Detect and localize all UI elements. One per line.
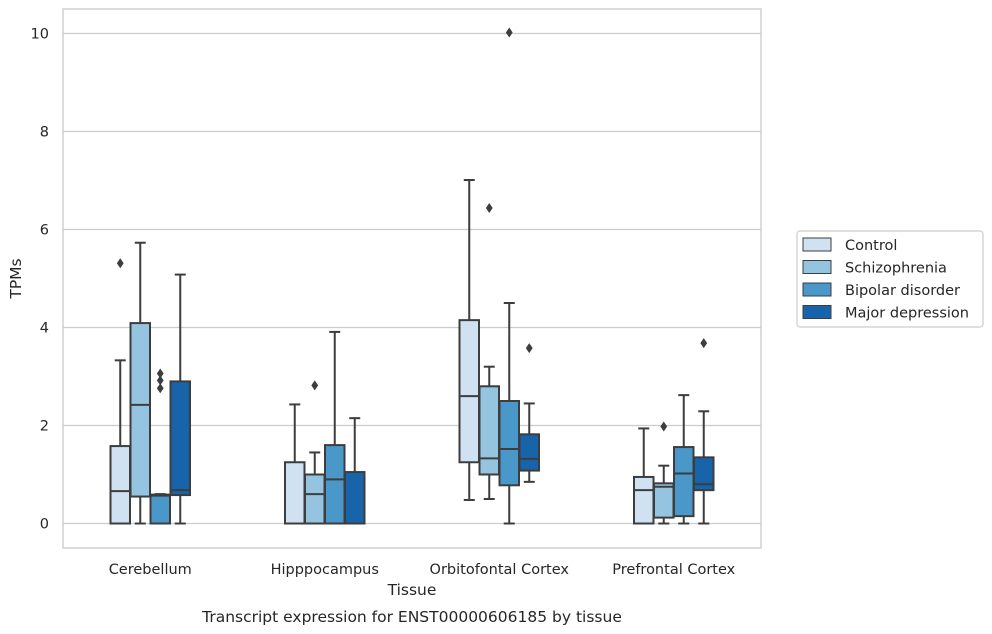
legend-label: Control: [845, 238, 897, 254]
x-axis-label: Tissue: [387, 581, 437, 599]
box-body: [109, 445, 131, 525]
box: [149, 368, 171, 525]
legend-label: Schizophrenia: [845, 261, 947, 277]
y-tick-label: 8: [40, 125, 49, 141]
legend-item: Control: [802, 237, 897, 254]
legend-swatch: [802, 305, 832, 319]
y-tick-label: 6: [40, 223, 49, 239]
y-axis-label: TPMs: [7, 258, 25, 299]
x-tick-label: Cerebellum: [109, 562, 192, 578]
box: [129, 241, 151, 525]
box: [693, 338, 715, 525]
outlier-point: [525, 343, 533, 354]
legend-label: Major depression: [845, 306, 969, 322]
box: [653, 421, 675, 525]
box-group: [284, 330, 366, 525]
outlier-point: [116, 258, 124, 269]
legend-item: Bipolar disorder: [802, 282, 960, 299]
outlier-point: [156, 368, 164, 379]
box-body: [304, 473, 326, 525]
box-body: [169, 380, 191, 497]
legend: Control Schizophrenia Bipolar disorder Majo…: [796, 230, 984, 328]
legend-frame: [796, 230, 984, 328]
y-tick-label: 10: [31, 27, 49, 43]
y-tick-label: 4: [40, 321, 49, 337]
outlier-point: [505, 27, 513, 38]
box-body: [498, 400, 520, 487]
box: [458, 179, 480, 501]
x-tick-label: Prefrontal Cortex: [612, 562, 735, 578]
box: [344, 417, 366, 525]
legend-item: Major depression: [802, 305, 969, 322]
legend-swatch: [802, 237, 832, 252]
y-tick-label: 2: [40, 419, 49, 435]
legend-swatch: [802, 260, 832, 274]
box-body: [693, 456, 715, 492]
outlier-point: [311, 380, 319, 391]
outlier-point: [660, 421, 668, 432]
box-body: [129, 322, 151, 498]
y-tick-label: 0: [40, 517, 49, 533]
plot-frame: [62, 8, 762, 549]
box-body: [324, 444, 346, 525]
box-body: [653, 482, 675, 519]
box: [304, 380, 326, 525]
box-body: [458, 319, 480, 464]
box-group: [633, 338, 715, 525]
outlier-point: [156, 375, 164, 386]
box-group: [458, 27, 540, 525]
box: [109, 258, 131, 525]
box: [478, 202, 500, 500]
box: [633, 427, 655, 525]
legend-swatch: [802, 282, 832, 297]
x-axis-ticks: Cerebellum Hipppocampus Orbitofontal Corte…: [109, 562, 736, 578]
outlier-point: [485, 202, 493, 213]
box: [169, 273, 191, 525]
box-body: [673, 446, 695, 518]
box-body: [284, 461, 306, 525]
box-groups: [109, 27, 715, 525]
box-body: [344, 471, 366, 525]
box-body: [149, 493, 171, 525]
x-tick-label: Hipppocampus: [271, 562, 379, 578]
y-axis-ticks: 0 2 4 6 8 10: [31, 27, 49, 533]
x-tick-label: Orbitofontal Cortex: [430, 562, 570, 578]
box: [284, 403, 306, 525]
legend-label: Bipolar disorder: [845, 283, 960, 299]
box: [498, 27, 520, 525]
chart-caption: Transcript expression for ENST0000060618…: [201, 608, 622, 626]
box: [518, 343, 540, 483]
gridlines: [63, 32, 761, 525]
outlier-point: [700, 338, 708, 349]
box-body: [478, 385, 500, 476]
box: [673, 394, 695, 525]
box-body: [518, 433, 540, 472]
box-body: [633, 475, 655, 525]
legend-item: Schizophrenia: [802, 260, 947, 277]
outlier-point: [156, 383, 164, 394]
box-group: [109, 241, 191, 525]
box: [324, 330, 346, 525]
